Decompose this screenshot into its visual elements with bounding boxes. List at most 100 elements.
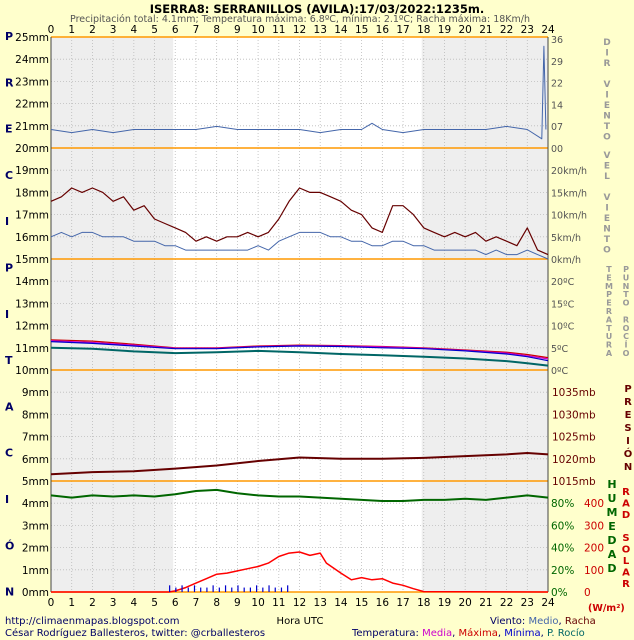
mm-tick: 18mm [15, 187, 49, 199]
left-letter: C [5, 447, 13, 460]
mm-tick: 20mm [15, 143, 49, 155]
legend-temp-rocio: P. Rocío [547, 627, 585, 639]
x-tick-top: 18 [417, 24, 430, 36]
right-label-vel: L [604, 172, 610, 182]
mm-tick: 14mm [15, 276, 49, 288]
x-tick-bottom: 19 [438, 597, 451, 609]
right-label-temp: E [606, 273, 611, 282]
humedad-tick: 80% [551, 498, 574, 510]
precip-bar [268, 585, 270, 592]
x-tick-top: 21 [479, 24, 492, 36]
right-label-vel: N [603, 225, 611, 235]
right-label-rad: O [622, 545, 631, 556]
x-tick-top: 14 [334, 24, 348, 36]
left-letter: C [5, 169, 13, 182]
legend-sep: , [541, 628, 547, 639]
x-tick-top: 13 [314, 24, 327, 36]
left-letter: E [5, 123, 13, 136]
direccion-tick: 29 [551, 57, 563, 68]
right-label-presion: S [624, 423, 631, 434]
x-tick-top: 24 [541, 24, 555, 36]
legend-temp-label: Temperatura: [351, 628, 422, 639]
x-tick-top: 8 [213, 24, 220, 36]
right-label-rad: L [623, 556, 630, 567]
presion-tick: 1025mb [552, 432, 596, 444]
right-label-rocio: O [623, 349, 630, 358]
mm-tick: 13mm [15, 298, 49, 310]
right-label-dir: D [603, 38, 610, 48]
right-label-dir: V [604, 80, 611, 90]
series-direccion [50, 45, 547, 140]
mm-tick: 16mm [15, 232, 49, 244]
direccion-tick: 36 [551, 35, 563, 46]
x-tick-top: 16 [376, 24, 390, 36]
right-label-rocio: R [623, 315, 629, 324]
chart-subtitle: Precipitación total: 4.1mm; Temperatura … [70, 14, 530, 25]
right-label-humedad: M [607, 506, 618, 519]
left-letter: Ó [5, 539, 14, 552]
mm-tick: 22mm [15, 99, 49, 111]
left-letter: T [5, 354, 13, 367]
right-label-rocio: O [623, 299, 630, 308]
right-label-humedad: D [607, 562, 616, 575]
right-label-presion: I [626, 436, 630, 447]
legend-sep: , [498, 628, 504, 639]
precip-bar [237, 585, 239, 592]
mm-tick: 12mm [15, 321, 49, 333]
precip-bar [224, 585, 227, 592]
x-tick-bottom: 18 [417, 597, 430, 609]
x-tick-bottom: 24 [541, 597, 555, 609]
precip-bar [206, 587, 208, 592]
humedad-tick: 20% [551, 565, 574, 577]
precip-bar [249, 587, 251, 592]
x-tick-top: 9 [234, 24, 241, 36]
right-label-rocio: U [623, 273, 630, 282]
night-band-1 [421, 37, 548, 592]
series-temp-P. Rocío [50, 346, 549, 367]
right-label-dir: O [603, 133, 611, 143]
precip-bar [262, 587, 264, 592]
mm-tick: 4mm [22, 498, 49, 510]
right-label-presion: P [624, 384, 631, 395]
right-label-presion: N [624, 462, 632, 473]
right-label-presion: R [624, 397, 632, 408]
right-label-vel: E [604, 214, 610, 224]
temperatura-tick: 0ºC [551, 366, 569, 377]
x-tick-bottom: 11 [272, 597, 285, 609]
direccion-tick: 14 [551, 100, 563, 111]
right-label-vel: V [604, 151, 611, 161]
mm-tick: 9mm [22, 387, 49, 399]
mm-tick: 2mm [22, 543, 49, 555]
right-label-vel: V [604, 193, 611, 203]
radiacion-tick: 400 [584, 498, 604, 510]
precip-bar [243, 587, 245, 592]
right-label-temp: U [606, 332, 613, 341]
left-letter: P [5, 30, 13, 43]
direccion-tick: 07 [551, 122, 563, 133]
mm-tick: 3mm [22, 520, 49, 532]
x-tick-bottom: 1 [68, 597, 75, 609]
right-label-temp: A [606, 315, 613, 324]
right-label-vel: T [604, 235, 611, 245]
x-tick-bottom: 10 [251, 597, 264, 609]
x-tick-bottom: 14 [334, 597, 348, 609]
mm-tick: 25mm [15, 32, 49, 44]
precip-bar [212, 585, 214, 592]
right-label-temp: R [606, 307, 612, 316]
chart-series [50, 45, 549, 593]
velocidad-tick: 10km/h [551, 211, 587, 222]
x-tick-top: 12 [293, 24, 306, 36]
velocidad-tick: 0km/h [551, 255, 581, 266]
right-label-vel: I [605, 204, 608, 214]
right-label-presion: Ó [624, 447, 633, 460]
x-tick-bottom: 2 [89, 597, 96, 609]
presion-tick: 1030mb [552, 409, 596, 421]
mm-tick: 1mm [22, 565, 49, 577]
velocidad-tick: 20km/h [551, 166, 587, 177]
humedad-tick: 40% [551, 543, 574, 555]
legend-viento-label: Viento: [490, 616, 528, 627]
right-label-dir: R [604, 59, 611, 69]
velocidad-tick: 15km/h [551, 188, 587, 199]
x-tick-top: 4 [130, 24, 137, 36]
